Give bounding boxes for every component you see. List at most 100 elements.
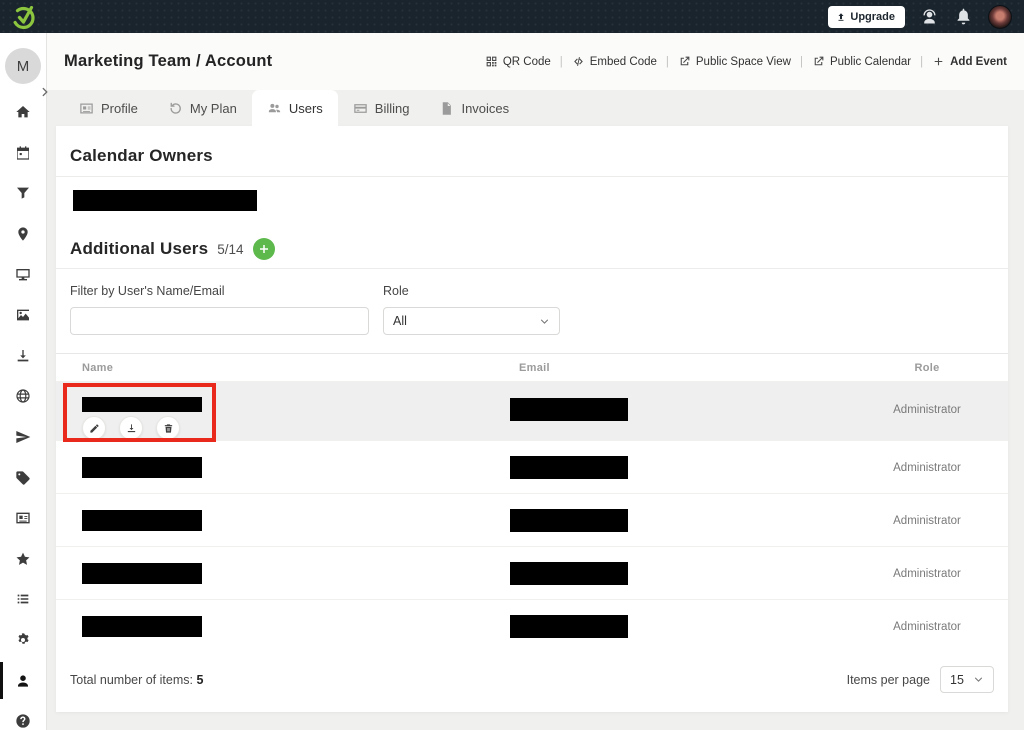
content-card: Calendar Owners Additional Users 5/14 Fi… (56, 126, 1008, 712)
items-per-page-select[interactable]: 15 (940, 666, 994, 693)
email-cell (510, 382, 846, 421)
download-icon (126, 423, 137, 434)
header-link-add-event[interactable]: Add Event (932, 55, 1007, 68)
image-icon (15, 307, 31, 323)
role-cell: Administrator (846, 511, 1008, 529)
role-cell: Administrator (846, 458, 1008, 476)
role-value: Administrator (893, 462, 961, 474)
role-cell: Administrator (846, 617, 1008, 635)
page-header: Marketing Team / Account QR Code | Embed C… (47, 33, 1024, 90)
name-cell (56, 509, 510, 531)
calendar-icon (15, 145, 31, 161)
role-select[interactable]: All (383, 307, 560, 335)
users-table: Name Email Role Administrator Administrat… (56, 353, 1008, 652)
users-count: 5/14 (217, 241, 244, 257)
items-per-page: Items per page 15 (847, 666, 994, 693)
name-cell (56, 615, 510, 637)
upgrade-button[interactable]: Upgrade (828, 5, 905, 28)
table-row[interactable]: Administrator (56, 381, 1008, 442)
divider (56, 268, 1008, 269)
add-user-button[interactable] (252, 238, 275, 260)
table-row[interactable]: Administrator (56, 440, 1008, 493)
column-header-role: Role (914, 361, 940, 374)
sidebar-item-globe[interactable] (0, 376, 46, 417)
sidebar-item-home[interactable] (0, 92, 46, 133)
sidebar-item-gears[interactable] (0, 620, 46, 661)
role-value: Administrator (893, 404, 961, 416)
email-cell (510, 561, 846, 585)
items-per-page-label: Items per page (846, 672, 930, 687)
tab-bar: Profile My Plan Users Billing Invoices (64, 90, 524, 126)
plus-icon (259, 245, 268, 253)
tab-users[interactable]: Users (251, 90, 338, 126)
total-items: Total number of items: 5 (70, 673, 203, 687)
sidebar-item-paper-plane[interactable] (0, 417, 46, 458)
sidebar-item-monitor[interactable] (0, 254, 46, 295)
arrow-up-icon (838, 12, 844, 21)
table-row[interactable]: Administrator (56, 546, 1008, 599)
header-link-label: Public Space View (695, 55, 791, 68)
globe-icon (15, 388, 31, 404)
sidebar-item-filter[interactable] (0, 173, 46, 214)
edit-button[interactable] (82, 416, 106, 440)
tab-label: Users (288, 100, 323, 116)
table-header: Name Email Role (56, 353, 1008, 381)
sidebar-item-question[interactable] (0, 701, 46, 730)
tab-my-plan[interactable]: My Plan (153, 90, 252, 126)
gears-icon (15, 632, 31, 648)
topbar-actions: Upgrade (828, 4, 1012, 29)
trash-icon (163, 423, 174, 434)
tab-billing[interactable]: Billing (338, 90, 425, 126)
brand-logo-icon[interactable] (10, 3, 38, 31)
filter-icon (15, 185, 31, 201)
name-redacted (82, 397, 202, 412)
header-links: QR Code | Embed Code | Public Space View | Pub… (485, 55, 1007, 68)
bell-icon[interactable] (954, 7, 973, 26)
sidebar-items (0, 92, 46, 730)
table-row[interactable]: Administrator (56, 599, 1008, 652)
support-agent-icon[interactable] (920, 7, 939, 26)
question-icon (15, 713, 31, 729)
role-value: Administrator (893, 568, 961, 580)
sidebar-item-location-pin[interactable] (0, 214, 46, 255)
email-cell (510, 508, 846, 532)
user-avatar[interactable] (988, 4, 1012, 29)
filter-label: Filter by User's Name/Email (70, 284, 225, 298)
email-cell (510, 455, 846, 479)
total-items-value: 5 (196, 672, 204, 687)
header-link-embed-code[interactable]: Embed Code (572, 55, 657, 68)
role-value: Administrator (893, 621, 961, 633)
workspace-avatar[interactable]: M (5, 48, 41, 84)
star-icon (15, 551, 31, 567)
sidebar-item-image[interactable] (0, 295, 46, 336)
sidebar-item-star[interactable] (0, 539, 46, 580)
tab-profile[interactable]: Profile (64, 90, 153, 126)
header-link-public-calendar[interactable]: Public Calendar (812, 55, 911, 68)
link-separator: | (799, 55, 803, 68)
sidebar-item-user[interactable] (0, 660, 46, 701)
email-cell (510, 614, 846, 638)
name-redacted (82, 615, 202, 637)
tab-label: My Plan (189, 100, 237, 116)
sidebar-item-calendar[interactable] (0, 133, 46, 174)
sidebar-item-id-card[interactable] (0, 498, 46, 539)
delete-button[interactable] (156, 416, 180, 440)
owner-name-redacted (73, 190, 257, 211)
header-link-label: Public Calendar (829, 55, 912, 68)
tab-label: Billing (374, 100, 410, 116)
table-row[interactable]: Administrator (56, 493, 1008, 546)
header-link-public-space-view[interactable]: Public Space View (678, 55, 791, 68)
sidebar-item-download[interactable] (0, 336, 46, 377)
download-button[interactable] (119, 416, 143, 440)
sidebar-item-tag[interactable] (0, 457, 46, 498)
invoice-icon (439, 101, 454, 116)
tab-invoices[interactable]: Invoices (424, 90, 524, 126)
plus-icon (932, 55, 945, 68)
top-bar: Upgrade (0, 0, 1024, 33)
header-link-qr-code[interactable]: QR Code (485, 55, 551, 68)
chevron-right-icon[interactable] (39, 86, 51, 98)
total-items-label: Total number of items: (70, 672, 193, 687)
list-icon (15, 591, 31, 607)
sidebar-item-list[interactable] (0, 579, 46, 620)
filter-input[interactable] (70, 307, 369, 335)
